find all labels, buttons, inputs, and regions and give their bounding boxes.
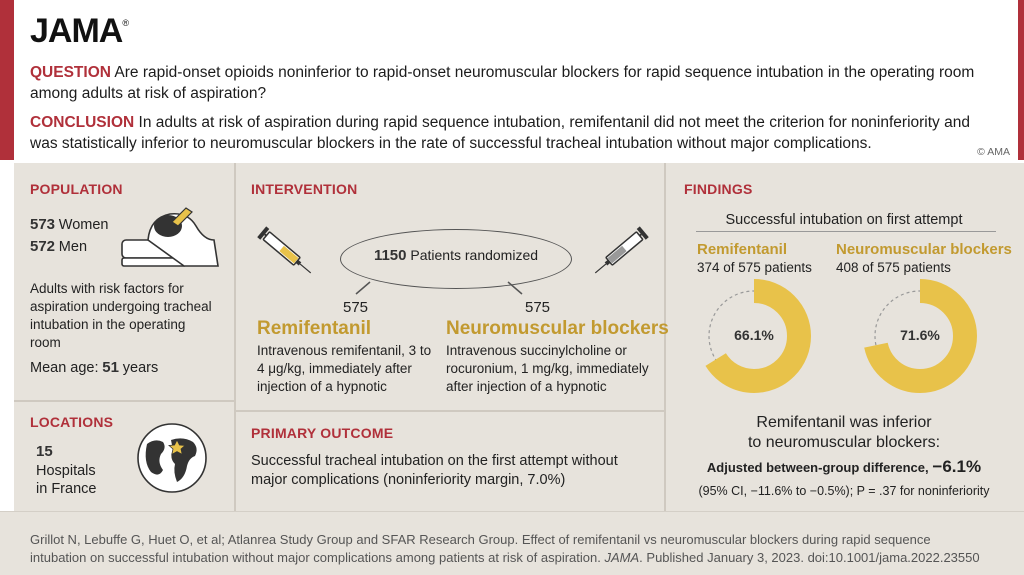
locations-heading: LOCATIONS	[30, 414, 114, 430]
patient-bed-icon	[121, 207, 219, 267]
donut1-percent: 66.1%	[734, 327, 774, 343]
jama-logo: JAMA®	[30, 12, 129, 50]
syringe-remifentanil-icon	[257, 226, 312, 274]
donut2-arc	[863, 279, 977, 393]
donut-chart-neuromuscular	[863, 279, 977, 393]
locations-line2: in France	[36, 481, 97, 497]
divider-population	[234, 163, 236, 511]
donut2-percent: 71.6%	[900, 327, 940, 343]
randomized-ellipse	[340, 229, 572, 289]
conclusion-label: CONCLUSION	[30, 114, 135, 131]
copyright-note: © AMA	[977, 146, 1010, 158]
divider-outcome	[236, 410, 664, 412]
findings-summary: Remifentanil was inferior to neuromuscul…	[747, 414, 941, 451]
footer	[0, 511, 1024, 575]
conclusion-block: CONCLUSION In adults at risk of aspirati…	[30, 112, 990, 154]
primary-outcome-text: Successful tracheal intubation on the fi…	[251, 453, 618, 488]
intervention-heading: INTERVENTION	[251, 181, 358, 197]
arm1-description: Intravenous remifentanil, 3 to 4 μg/kg, …	[257, 343, 432, 394]
donut-chart-remifentanil	[697, 279, 811, 393]
group2-detail: 408 of 575 patients	[836, 260, 951, 275]
accent-bar-right	[1018, 0, 1024, 160]
findings-subtitle-rule	[696, 231, 996, 232]
randomized-text: 1150 Patients randomized	[373, 247, 539, 264]
divider-locations	[14, 400, 234, 402]
group1-detail: 374 of 575 patients	[697, 260, 812, 275]
accent-bar-left	[0, 0, 14, 160]
findings-difference: Adjusted between-group difference, −6.1%	[706, 457, 982, 476]
population-heading: POPULATION	[30, 181, 123, 197]
arm2-description: Intravenous succinylcholine or rocuroniu…	[446, 343, 649, 394]
question-label: QUESTION	[30, 64, 111, 81]
conclusion-text: In adults at risk of aspiration during r…	[30, 114, 970, 152]
arm1-name: Remifentanil	[257, 318, 372, 339]
findings-ci: (95% CI, −11.6% to −0.5%); P = .37 for n…	[698, 484, 990, 498]
primary-outcome-heading: PRIMARY OUTCOME	[251, 425, 394, 441]
divider-findings	[664, 163, 666, 511]
arm2-name: Neuromuscular blockers	[446, 318, 669, 339]
globe-icon	[137, 423, 207, 493]
hospital-count: 15	[36, 443, 53, 460]
arm2-count: 575	[525, 299, 551, 316]
question-block: QUESTION Are rapid-onset opioids noninfe…	[30, 62, 990, 104]
syringe-neuromuscular-icon	[594, 226, 649, 274]
men-stat: 572 Men	[30, 238, 88, 255]
question-text: Are rapid-onset opioids noninferior to r…	[30, 64, 975, 102]
citation: Grillot N, Lebuffe G, Huet O, et al; Atl…	[30, 532, 980, 565]
mean-age: Mean age: 51 years	[30, 359, 159, 376]
donut1-arc	[697, 279, 811, 393]
arm1-count: 575	[343, 299, 369, 316]
locations-line1: Hospitals	[36, 463, 96, 479]
group1-name: Remifentanil	[697, 241, 788, 258]
randomization-arrows	[355, 281, 523, 295]
group2-name: Neuromuscular blockers	[836, 241, 1012, 258]
women-stat: 573 Women	[30, 216, 109, 233]
population-description: Adults with risk factors for aspiration …	[30, 281, 212, 350]
findings-heading: FINDINGS	[684, 181, 753, 197]
findings-subtitle: Successful intubation on first attempt	[725, 212, 963, 228]
